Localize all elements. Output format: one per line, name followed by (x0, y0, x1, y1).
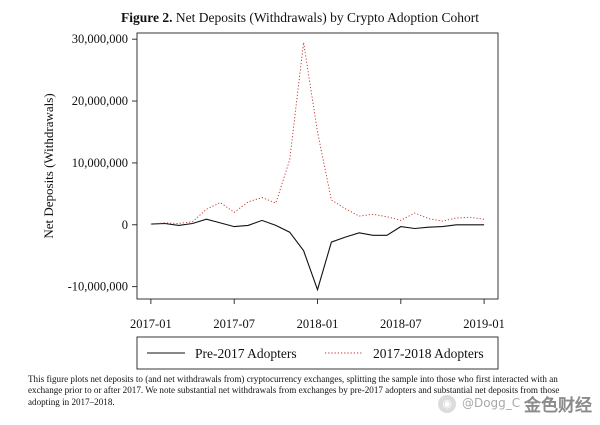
watermark-brand: 金色财经 (524, 396, 592, 416)
plot-area: -10,000,000 0 10,000,000 20,000,000 30,000,0… (41, 32, 505, 370)
y-tick-label: 0 (122, 218, 128, 232)
legend-entry: Pre-2017 Adopters (195, 346, 297, 361)
series-line (150, 42, 485, 225)
figure-label: Figure 2. (120, 10, 173, 25)
series-line (150, 218, 485, 292)
x-tick-label: 2019-01 (463, 317, 505, 331)
weibo-logo-icon: ◉ (438, 394, 457, 413)
y-tick-label: 30,000,000 (72, 32, 128, 46)
legend-entry: 2017-2018 Adopters (373, 346, 484, 361)
line-chart: -10,000,000 0 10,000,000 20,000,000 30,000,0… (41, 32, 505, 370)
figure-title-text: Net Deposits (Withdrawals) by Crypto Ado… (175, 10, 480, 25)
watermark: ◉ @Dogg_C 金色财经 (438, 391, 592, 416)
watermark-handle: @Dogg_C (461, 396, 521, 410)
figure-note: This figure plots net deposits to (and n… (28, 374, 560, 407)
x-tick-label: 2017-07 (213, 317, 255, 331)
x-tick-label: 2018-01 (297, 317, 339, 331)
plot-frame (136, 32, 499, 300)
y-axis-title: Net Deposits (Withdrawals) (41, 93, 56, 238)
y-tick-label: 20,000,000 (72, 94, 128, 108)
x-tick-label: 2017-01 (130, 317, 172, 331)
y-tick-label: -10,000,000 (68, 280, 128, 294)
legend-box (136, 336, 499, 370)
x-tick-label: 2018-07 (380, 317, 422, 331)
y-tick-label: 10,000,000 (72, 156, 128, 170)
figure-title: Figure 2. Net Deposits (Withdrawals) by … (0, 10, 600, 26)
